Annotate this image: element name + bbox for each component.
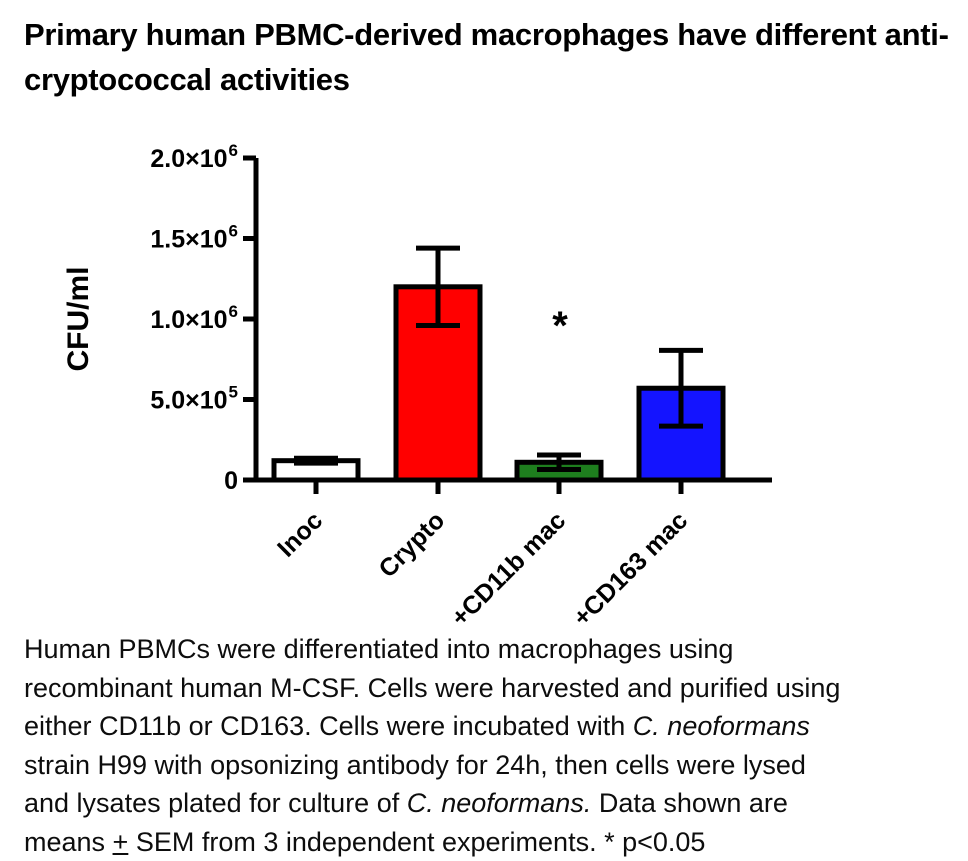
caption-text: means [24, 827, 113, 857]
x-tick-label-crypto: Crypto [373, 506, 450, 583]
caption-line: recombinant human M-CSF. Cells were harv… [24, 669, 964, 708]
caption-underlined-text: + [113, 827, 129, 857]
y-tick-label: 5.0×105 [150, 383, 238, 415]
x-tick-label--cd163-mac: +CD163 mac [568, 506, 694, 632]
caption-line: Human PBMCs were differentiated into mac… [24, 630, 964, 669]
x-tick-label-inoc: Inoc [272, 506, 328, 562]
y-tick-label: 1.0×106 [150, 302, 238, 334]
caption-line: either CD11b or CD163. Cells were incuba… [24, 707, 964, 746]
x-tick-label--cd11b-mac: +CD11b mac [446, 506, 572, 632]
caption-text: Data shown are [591, 788, 788, 818]
caption-line: and lysates plated for culture of C. neo… [24, 784, 964, 823]
caption-italic-text: C. neoformans. [407, 788, 592, 818]
caption-text: Human PBMCs were differentiated into mac… [24, 634, 733, 664]
caption-italic-text: C. neoformans [633, 711, 810, 741]
caption-text: either CD11b or CD163. Cells were incuba… [24, 711, 633, 741]
caption-text: strain H99 with opsonizing antibody for … [24, 750, 806, 780]
caption-text: SEM from 3 independent experiments. * p<… [128, 827, 705, 857]
significance-asterisk: * [552, 304, 568, 348]
caption-line: strain H99 with opsonizing antibody for … [24, 746, 964, 785]
caption-text: recombinant human M-CSF. Cells were harv… [24, 673, 840, 703]
y-tick-label: 1.5×106 [150, 222, 238, 254]
slide-title: Primary human PBMC-derived macrophages h… [24, 12, 968, 102]
caption-text: and lysates plated for culture of [24, 788, 407, 818]
caption-line: means + SEM from 3 independent experimen… [24, 823, 964, 861]
y-axis-title: CFU/ml [62, 267, 95, 372]
figure-caption: Human PBMCs were differentiated into mac… [24, 630, 964, 861]
y-tick-label: 2.0×106 [150, 141, 238, 173]
y-tick-label: 0 [224, 467, 238, 495]
